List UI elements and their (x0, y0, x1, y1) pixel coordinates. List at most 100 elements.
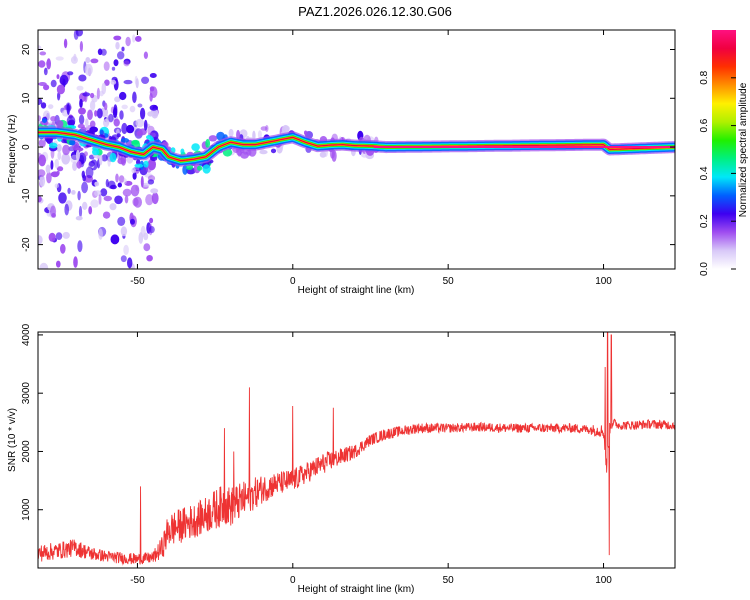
spectrogram-speckle (82, 174, 86, 182)
snr-y-tick-label: 4000 (21, 323, 32, 346)
spectrogram-speckle (66, 103, 70, 115)
colorbar: 0.0 0.2 0.4 0.6 0.8 Normalized spectral ampl… (699, 30, 749, 276)
snr-x-tick-label: 0 (290, 575, 296, 586)
spectrogram-speckle (40, 102, 47, 109)
spectrogram-speckle (113, 35, 122, 41)
spectrogram-energy-blob (69, 139, 76, 146)
spectrogram-speckle (78, 74, 87, 82)
spectrogram-speckle (132, 91, 137, 104)
spectrogram-x-tick-label: 50 (443, 276, 455, 287)
spectrogram-speckle (130, 218, 135, 225)
snr-y-tick-label: 1000 (21, 498, 32, 521)
spectrogram-speckle (38, 235, 43, 245)
spectrogram-speckle (137, 103, 143, 108)
spectrogram-speckle (146, 255, 153, 262)
spectrogram-speckle (121, 104, 128, 110)
spectrogram-speckle (102, 211, 111, 219)
spectrogram-speckle (136, 159, 141, 166)
spectrogram-speckle (228, 128, 234, 138)
spectrogram-x-tick-label: 100 (595, 276, 612, 287)
spectrogram-speckle (135, 118, 145, 128)
spectrogram-speckle (132, 197, 139, 207)
spectrogram-speckle (39, 175, 46, 187)
spectrogram-speckle (122, 188, 132, 197)
spectrogram-energy-blob (205, 138, 211, 148)
spectrogram-energy-blob (134, 163, 144, 168)
spectrogram-speckle (71, 190, 76, 195)
spectrogram-speckle (45, 164, 51, 174)
spectrogram-speckle (283, 125, 290, 132)
spectrogram-energy-blob (191, 143, 200, 152)
spectrogram-speckle (141, 76, 150, 85)
snr-plot-area (38, 332, 675, 566)
colorbar-tick-label: 0.0 (699, 262, 710, 276)
spectrogram-speckle (115, 41, 120, 50)
spectrogram-speckle (43, 67, 48, 76)
spectrogram-speckle (88, 206, 93, 215)
spectrogram-speckle (56, 84, 65, 95)
spectrogram-speckle (54, 158, 59, 169)
spectrogram-y-tick-label: -10 (21, 188, 32, 203)
spectrogram-speckle (84, 63, 93, 76)
spectrogram-speckle (129, 105, 136, 113)
spectrogram-speckle (81, 181, 88, 194)
spectrogram-speckle (78, 205, 83, 218)
spectrogram-speckle (76, 85, 84, 91)
spectrogram-speckle (149, 104, 158, 111)
spectrogram-speckle (117, 216, 126, 226)
spectrogram-speckle (108, 113, 114, 123)
spectrogram-speckle (46, 171, 52, 184)
spectrogram-speckle (117, 157, 126, 165)
spectrogram-speckle (109, 203, 117, 211)
colorbar-label: Normalized spectral amplitude (738, 82, 749, 217)
spectrogram-speckle (121, 46, 125, 52)
spectrogram-speckle (259, 149, 268, 155)
spectrogram-speckle (143, 243, 151, 252)
spectrogram-speckle (43, 84, 50, 91)
spectrogram-speckle (73, 30, 79, 40)
spectrogram-speckle (56, 260, 61, 268)
spectrogram-energy-blob (208, 135, 218, 142)
spectrogram-speckle (132, 34, 136, 43)
spectrogram-speckle (136, 130, 142, 137)
spectrogram-speckle (56, 166, 64, 172)
spectrogram-speckle (61, 153, 71, 165)
spectrogram-speckle (131, 167, 136, 174)
spectrogram-speckle (113, 118, 120, 127)
spectrogram-speckle (39, 51, 47, 56)
figure-title: PAZ1.2026.026.12.30.G06 (298, 4, 452, 19)
spectrogram-speckle (130, 184, 140, 197)
spectrogram-speckle (121, 122, 128, 135)
colorbar-tick-label: 0.6 (699, 118, 710, 132)
spectrogram-speckle (114, 195, 123, 205)
spectrogram-energy-blob (180, 148, 185, 155)
spectrogram-energy-blob (56, 120, 64, 129)
spectrogram-speckle (89, 100, 96, 111)
spectrogram-speckle (120, 226, 128, 237)
spectrogram-speckle (118, 175, 125, 183)
spectrogram-y-tick-label: -20 (21, 237, 32, 252)
spectrogram-speckle (78, 114, 85, 125)
spectrogram-speckle (38, 97, 43, 106)
spectrogram-speckle (38, 45, 42, 52)
spectrogram-speckle (100, 188, 108, 197)
spectrogram-speckle (77, 190, 81, 201)
spectrogram-speckle (77, 240, 83, 253)
spectrogram-speckle (59, 74, 69, 86)
snr-frame (37, 331, 676, 569)
spectrogram-energy-blob (143, 160, 149, 168)
spectrogram-speckle (103, 61, 110, 71)
spectrogram-speckle (38, 138, 46, 148)
spectrogram-speckle (110, 234, 120, 245)
spectrogram-speckle (38, 82, 47, 86)
spectrogram-speckle (50, 160, 54, 170)
spectrogram-speckle (38, 195, 42, 203)
spectrogram-speckle (48, 104, 54, 109)
spectrogram-speckle (63, 38, 68, 49)
spectrogram-speckle (67, 187, 71, 194)
spectrogram-speckle (38, 60, 46, 68)
spectrogram-speckle (147, 111, 154, 117)
spectrogram-speckle (132, 172, 137, 180)
spectrogram-speckle (100, 48, 107, 56)
